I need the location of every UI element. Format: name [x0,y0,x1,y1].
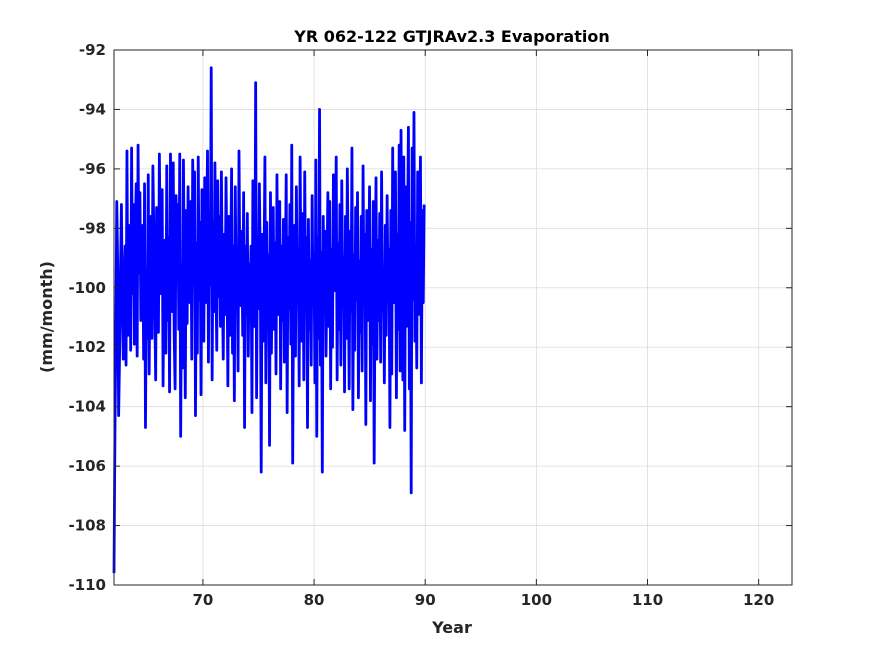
x-tick-label: 90 [415,591,436,609]
y-tick-label: -92 [79,41,106,59]
x-tick-label: 110 [632,591,663,609]
y-tick-label: -110 [68,576,106,594]
series-line [112,66,426,574]
y-axis-label: (mm/month) [37,261,56,373]
x-tick-label: 120 [743,591,774,609]
y-tick-label: -94 [79,100,106,118]
y-tick-label: -108 [68,517,106,535]
y-tick-label: -96 [79,160,106,178]
chart-title: YR 062-122 GTJRAv2.3 Evaporation [293,27,609,46]
x-tick-label: 70 [192,591,213,609]
y-tick-label: -98 [79,219,106,237]
x-tick-label: 80 [304,591,325,609]
ticks: 70 80 90 100 110 120 -110 -108 -106 -104 -102 -100 -… [68,41,792,609]
y-tick-label: -100 [68,279,106,297]
y-tick-label: -102 [68,338,106,356]
plot-frame [113,49,793,586]
y-tick-label: -106 [68,457,106,475]
y-tick-label: -104 [68,398,106,416]
x-tick-label: 100 [521,591,552,609]
x-axis-label: Year [431,618,472,637]
series-layer [112,66,426,574]
